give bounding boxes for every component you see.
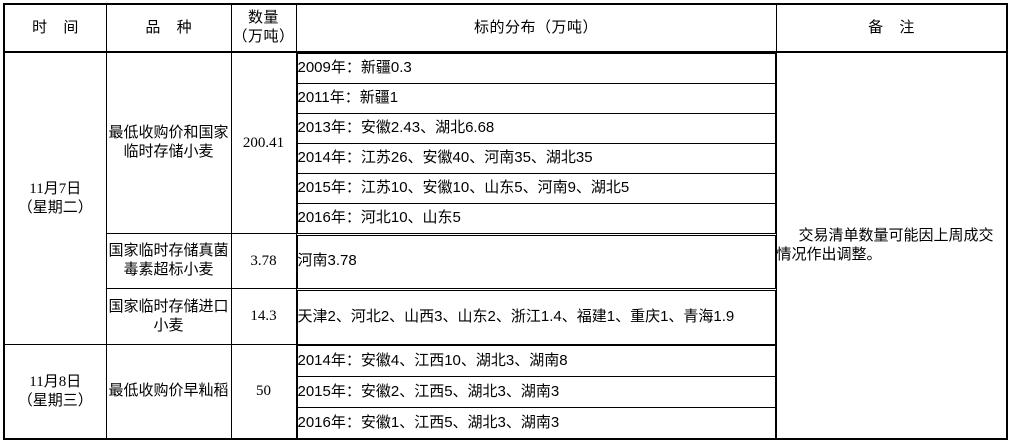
distribution-text: 2015年：江苏10、安徽10、山东5、河南9、湖北5	[296, 173, 776, 204]
distribution-cell: 天津2、河北2、山西3、山东2、浙江1.4、福建1、重庆1、青海1.9	[295, 288, 777, 345]
table-body: 11月7日 （星期二） 最低收购价和国家临时存储小麦 200.41 2009年：…	[3, 51, 1008, 440]
distribution-text: 2014年：安徽4、江西10、湖北3、湖南8	[296, 345, 776, 377]
distribution-text: 2015年：安徽2、江西5、湖北3、湖南3	[296, 376, 776, 408]
column-header-quantity: 数量 （万吨）	[230, 3, 297, 53]
variety-cell: 国家临时存储真菌毒素超标小麦	[105, 233, 232, 289]
remark-cell: 交易清单数量可能因上周成交情况作出调整。	[775, 51, 1008, 440]
quantity-cell: 3.78	[230, 233, 297, 289]
distribution-item: 2015年：安徽2、江西5、湖北3、湖南3	[296, 376, 776, 408]
distribution-item: 2009年：新疆0.3	[296, 53, 776, 84]
column-header-variety-label: 品 种	[145, 18, 198, 36]
column-header-variety: 品 种	[105, 3, 232, 53]
table-row: 国家临时存储进口小麦 14.3 天津2、河北2、山西3、山东2、浙江1.4、福建…	[4, 288, 1007, 345]
column-header-distribution: 标的分布（万吨）	[295, 3, 777, 53]
distribution-item: 2015年：江苏10、安徽10、山东5、河南9、湖北5	[296, 173, 776, 204]
distribution-text: 天津2、河北2、山西3、山东2、浙江1.4、福建1、重庆1、青海1.9	[296, 289, 776, 344]
spreadsheet-canvas: 时 间 品 种 数量 （万吨） 标的分布（万吨） 备 注	[0, 3, 1009, 443]
table-row: 11月8日 （星期三） 最低收购价早籼稻 50 2014年：安徽4、江西10、湖…	[3, 344, 1007, 440]
distribution-cell: 2009年：新疆0.3 2011年：新疆1 2013年：安徽2.43、湖北6.6…	[295, 51, 777, 234]
date-line-1: 11月7日	[29, 180, 82, 197]
date-line-2: （星期三）	[17, 392, 93, 409]
distribution-item: 河南3.78	[296, 234, 776, 288]
variety-cell: 最低收购价早籼稻	[105, 344, 232, 440]
quantity-cell: 14.3	[230, 288, 297, 345]
date-line-1: 11月8日	[29, 373, 82, 390]
distribution-list: 2014年：安徽4、江西10、湖北3、湖南8 2015年：安徽2、江西5、湖北3…	[296, 345, 776, 438]
distribution-text: 2016年：河北10、山东5	[296, 203, 776, 233]
quantity-cell: 200.41	[230, 51, 297, 234]
column-header-quantity-label: 数量	[247, 9, 279, 27]
column-header-remark-label: 备 注	[868, 18, 921, 36]
distribution-list: 天津2、河北2、山西3、山东2、浙江1.4、福建1、重庆1、青海1.9	[296, 289, 776, 344]
distribution-text: 2016年：安徽1、江西5、湖北3、湖南3	[296, 407, 776, 438]
distribution-list: 河南3.78	[296, 234, 776, 288]
column-header-distribution-label: 标的分布（万吨）	[473, 18, 598, 36]
distribution-item: 2016年：安徽1、江西5、湖北3、湖南3	[296, 407, 776, 438]
distribution-item: 2013年：安徽2.43、湖北6.68	[296, 113, 776, 144]
date-cell-group-0: 11月7日 （星期二）	[3, 51, 107, 345]
date-line-2: （星期二）	[17, 199, 93, 216]
column-header-time: 时 间	[3, 3, 107, 53]
table-row: 国家临时存储真菌毒素超标小麦 3.78 河南3.78	[4, 233, 1007, 289]
distribution-item: 天津2、河北2、山西3、山东2、浙江1.4、福建1、重庆1、青海1.9	[296, 289, 776, 344]
table-header: 时 间 品 种 数量 （万吨） 标的分布（万吨） 备 注	[3, 3, 1008, 53]
header-row: 时 间 品 种 数量 （万吨） 标的分布（万吨） 备 注	[3, 3, 1008, 53]
distribution-text: 2009年：新疆0.3	[296, 53, 776, 84]
distribution-text: 2013年：安徽2.43、湖北6.68	[296, 113, 776, 144]
distribution-item: 2011年：新疆1	[296, 83, 776, 114]
variety-cell: 最低收购价和国家临时存储小麦	[105, 51, 232, 234]
distribution-item: 2014年：安徽4、江西10、湖北3、湖南8	[296, 345, 776, 377]
column-header-time-label: 时 间	[32, 18, 85, 36]
distribution-cell: 河南3.78	[295, 233, 777, 289]
distribution-list: 2009年：新疆0.3 2011年：新疆1 2013年：安徽2.43、湖北6.6…	[296, 53, 776, 233]
quantity-cell: 50	[230, 344, 297, 440]
grain-auction-table: 时 间 品 种 数量 （万吨） 标的分布（万吨） 备 注	[3, 3, 1008, 440]
distribution-text: 河南3.78	[296, 234, 776, 288]
distribution-item: 2014年：江苏26、安徽40、河南35、湖北35	[296, 143, 776, 174]
date-cell-group-1: 11月8日 （星期三）	[3, 344, 107, 440]
distribution-text: 2011年：新疆1	[296, 83, 776, 114]
column-header-remark: 备 注	[775, 3, 1008, 53]
distribution-cell: 2014年：安徽4、江西10、湖北3、湖南8 2015年：安徽2、江西5、湖北3…	[295, 344, 777, 440]
distribution-item: 2016年：河北10、山东5	[296, 203, 776, 233]
column-header-quantity-unit: （万吨）	[232, 28, 295, 45]
distribution-text: 2014年：江苏26、安徽40、河南35、湖北35	[296, 143, 776, 174]
table-row: 11月7日 （星期二） 最低收购价和国家临时存储小麦 200.41 2009年：…	[3, 51, 1008, 440]
variety-cell: 国家临时存储进口小麦	[105, 288, 232, 345]
